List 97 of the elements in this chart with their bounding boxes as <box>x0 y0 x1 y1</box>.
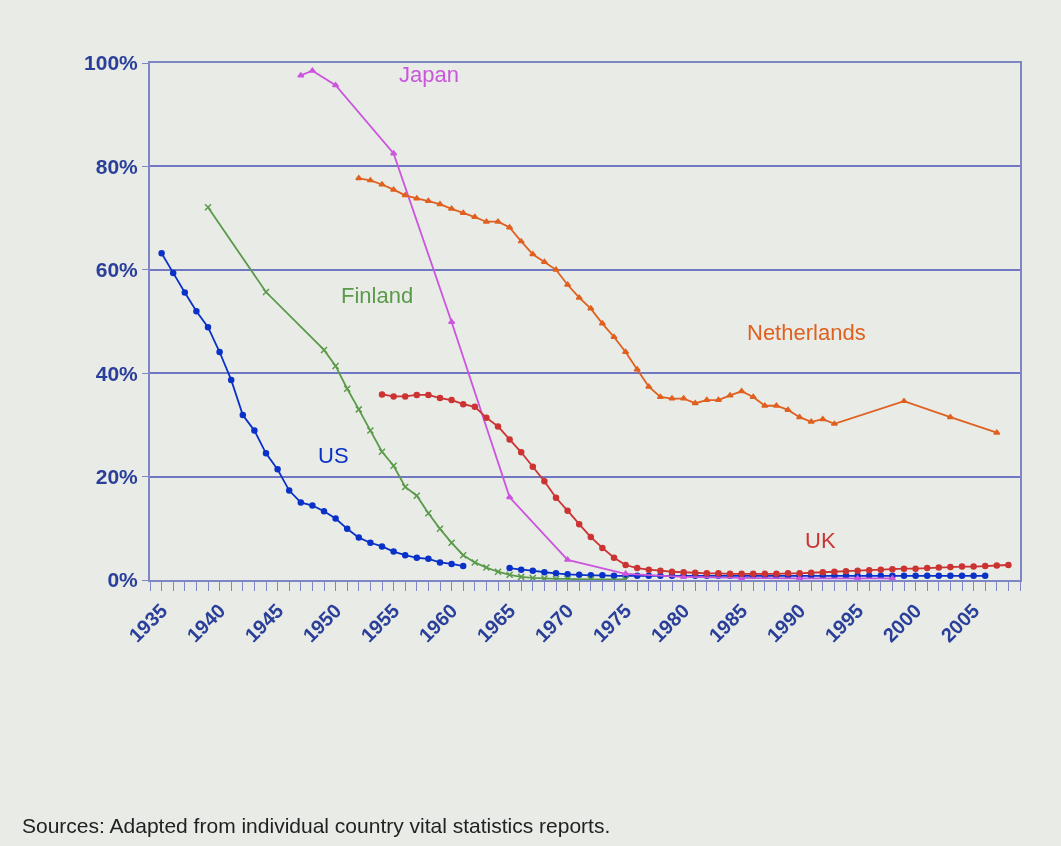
point <box>401 192 409 198</box>
point <box>471 403 479 411</box>
point <box>726 392 734 398</box>
y-tick-label: 0% <box>107 568 139 592</box>
point <box>784 406 792 412</box>
point <box>645 566 653 573</box>
point <box>599 544 606 552</box>
y-tick-label: 100% <box>84 51 139 75</box>
point <box>540 258 549 265</box>
point <box>807 418 815 424</box>
point <box>575 294 583 300</box>
point <box>448 396 455 404</box>
point <box>529 463 537 471</box>
point <box>947 563 954 571</box>
point <box>714 396 723 403</box>
point <box>935 564 943 571</box>
source-note: Sources: Adapted from individual country vital statistics reports. <box>22 814 611 837</box>
point <box>970 563 977 570</box>
point <box>587 533 595 541</box>
point <box>691 399 699 406</box>
point <box>795 413 804 420</box>
point <box>877 566 885 573</box>
point <box>749 393 757 399</box>
point <box>425 391 432 399</box>
point <box>483 414 490 421</box>
point <box>645 383 653 389</box>
point <box>297 72 305 78</box>
point <box>680 569 687 576</box>
point <box>831 568 838 575</box>
point <box>842 567 850 575</box>
point <box>993 562 1001 569</box>
point <box>668 395 676 401</box>
point <box>761 402 769 408</box>
point <box>413 391 421 399</box>
point <box>401 393 409 400</box>
point <box>865 566 873 574</box>
point <box>424 197 433 204</box>
point <box>390 393 397 400</box>
point <box>459 400 467 408</box>
y-tick-label: 40% <box>95 361 139 385</box>
point <box>413 195 421 201</box>
point <box>459 551 467 559</box>
point <box>494 423 502 430</box>
point <box>923 564 931 572</box>
y-tick-label: 80% <box>95 154 139 178</box>
point <box>854 567 861 574</box>
point <box>517 573 525 580</box>
point <box>819 569 827 576</box>
point <box>946 413 955 420</box>
point <box>900 397 908 404</box>
point <box>355 175 363 181</box>
point <box>552 494 560 502</box>
y-tick-label: 20% <box>95 464 139 488</box>
point <box>552 266 560 272</box>
point <box>993 429 1001 435</box>
point <box>610 333 618 340</box>
point <box>494 218 502 224</box>
series-label: US <box>318 443 349 468</box>
point <box>622 561 629 569</box>
point <box>564 507 571 514</box>
y-tick-label: 60% <box>95 258 139 282</box>
point <box>378 181 386 187</box>
point <box>703 396 711 403</box>
point <box>471 213 479 220</box>
point <box>262 288 270 296</box>
point <box>447 318 456 325</box>
point <box>529 574 537 580</box>
point <box>541 478 548 485</box>
point <box>633 564 641 572</box>
point <box>633 366 641 372</box>
point <box>517 238 525 244</box>
point <box>819 415 827 422</box>
point <box>517 449 525 456</box>
point <box>366 426 375 435</box>
point <box>657 567 664 574</box>
point <box>575 520 583 528</box>
text: Japan <box>399 62 459 87</box>
point <box>668 568 676 575</box>
point <box>506 436 513 443</box>
point <box>1005 561 1012 569</box>
point <box>912 565 919 572</box>
point <box>587 305 595 311</box>
point <box>459 209 467 215</box>
point <box>900 565 908 572</box>
point <box>436 394 444 402</box>
point <box>981 562 989 570</box>
point <box>958 563 966 570</box>
point <box>610 554 618 562</box>
series-label: Finland <box>341 283 414 308</box>
point <box>529 251 537 257</box>
series-label: UK <box>805 528 836 553</box>
point <box>331 81 340 88</box>
text: Netherlands <box>747 320 866 345</box>
point <box>436 200 444 207</box>
point <box>378 391 386 398</box>
point <box>889 565 896 573</box>
point <box>482 563 491 572</box>
